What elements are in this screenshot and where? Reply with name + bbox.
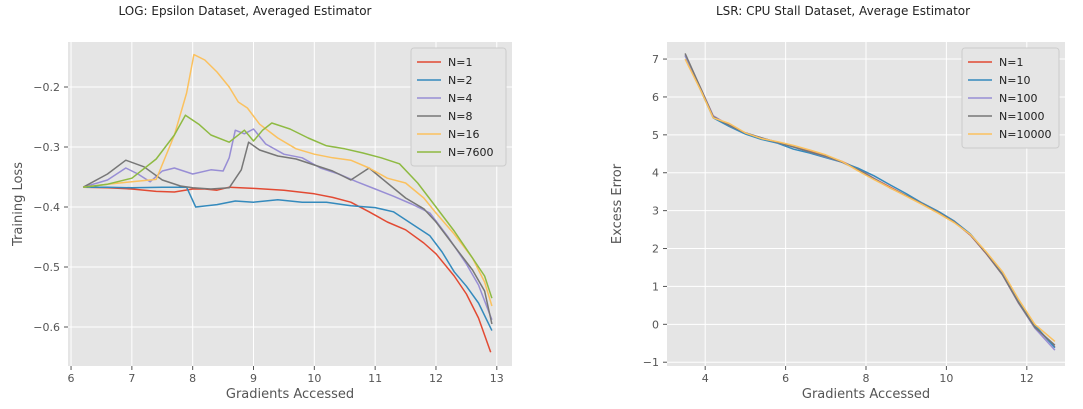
legend-label: N=8 [448, 110, 472, 123]
chart-title: LOG: Epsilon Dataset, Averaged Estimator [119, 4, 372, 18]
x-tick-label: 8 [189, 372, 196, 385]
y-tick-label: 6 [652, 91, 659, 104]
y-tick-label: −0.2 [33, 81, 60, 94]
x-tick-label: 12 [1020, 372, 1034, 385]
legend-label: N=1 [999, 56, 1023, 69]
series-line-n-8 [82, 141, 493, 325]
x-tick-label: 6 [782, 372, 789, 385]
x-tick-label: 10 [307, 372, 321, 385]
legend-label: N=2 [448, 74, 472, 87]
y-tick-label: 1 [652, 280, 659, 293]
y-tick-label: −0.6 [33, 321, 60, 334]
series-line-n-2 [83, 186, 493, 331]
legend-box [961, 47, 1060, 149]
series-line-n-1 [83, 186, 492, 353]
x-tick-label: 8 [863, 372, 870, 385]
y-tick-label: −1 [643, 356, 659, 369]
y-tick-label: 4 [652, 167, 659, 180]
x-axis-label: Gradients Accessed [226, 387, 354, 402]
y-tick-label: 3 [652, 205, 659, 218]
y-tick-label: 7 [652, 53, 659, 66]
y-axis-label: Excess Error [610, 163, 625, 244]
legend-label: N=1000 [999, 110, 1044, 123]
x-tick-label: 11 [368, 372, 382, 385]
x-tick-label: 7 [128, 372, 135, 385]
legend-box [410, 47, 507, 167]
x-tick-label: 9 [250, 372, 257, 385]
legend-label: N=1 [448, 56, 472, 69]
chart-1: 6 7 8 9 10 11 12 13 −0.6 −0.5 −0.4 −0.3 −0.2 LOG: Eps… [11, 4, 512, 402]
legend-label: N=10000 [999, 128, 1051, 141]
legend-label: N=10 [999, 74, 1030, 87]
legend-label: N=100 [999, 92, 1037, 105]
chart-title: LSR: CPU Stall Dataset, Average Estimato… [716, 4, 970, 18]
x-tick-label: 4 [702, 372, 709, 385]
series-line-n-16 [83, 53, 493, 307]
y-axis-label: Training Loss [11, 162, 26, 247]
legend-label: N=7600 [448, 146, 493, 159]
y-tick-label: −0.4 [33, 201, 60, 214]
legend: N=1 N=2 N=4 N=8 N=16 N=7600 [410, 47, 507, 167]
x-axis-label: Gradients Accessed [802, 387, 930, 402]
x-tick-label: 6 [68, 372, 75, 385]
x-tick-label: 13 [490, 372, 504, 385]
series-line-n-7600 [83, 114, 493, 299]
y-tick-label: −0.5 [33, 261, 60, 274]
x-tick-label: 10 [939, 372, 953, 385]
legend-label: N=16 [448, 128, 479, 141]
legend-label: N=4 [448, 92, 472, 105]
y-tick-label: 0 [652, 318, 659, 331]
series-line-n-10000 [684, 58, 1056, 342]
x-tick-label: 12 [429, 372, 443, 385]
y-tick-label: 5 [652, 129, 659, 142]
y-tick-label: −0.3 [33, 141, 60, 154]
y-tick-label: 2 [652, 243, 659, 256]
legend: N=1 N=10 N=100 N=1000 N=10000 [961, 47, 1060, 149]
